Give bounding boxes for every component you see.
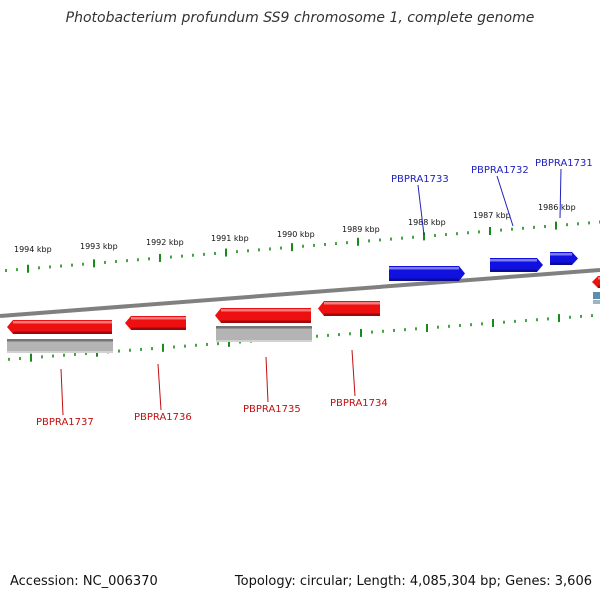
gene-label[interactable]: PBPRA1734	[330, 398, 388, 409]
gene-labels: PBPRA1731 PBPRA1732 PBPRA1733 PBPRA1734 PBPR…	[36, 158, 593, 428]
gene-leader-line	[157, 363, 162, 411]
gene-leader-line	[60, 368, 64, 416]
tick-labels: 1994 kbp 1993 kbp 1992 kbp 1991 kbp 1990 kbp…	[14, 203, 576, 254]
gene-label[interactable]: PBPRA1732	[471, 165, 529, 176]
map-title: Photobacterium profundum SS9 chromosome …	[65, 10, 535, 26]
gene-label[interactable]: PBPRA1733	[391, 174, 449, 185]
gene-label[interactable]: PBPRA1731	[535, 158, 593, 169]
accession-text: Accession: NC_006370	[10, 574, 158, 589]
gene-arrow-pbpra1736[interactable]	[125, 316, 186, 330]
gene-arrow-pbpra1731[interactable]	[550, 252, 578, 265]
tick-label: 1993 kbp	[80, 242, 118, 251]
gene-label[interactable]: PBPRA1735	[243, 404, 301, 415]
gene-features	[7, 252, 600, 353]
tick-label: 1992 kbp	[146, 238, 184, 247]
edge-feature-marker	[593, 292, 600, 304]
pseudogene-bar	[216, 326, 312, 342]
pseudogene-bar	[7, 339, 113, 353]
gene-label[interactable]: PBPRA1736	[134, 412, 192, 423]
tick-label: 1986 kbp	[538, 203, 576, 212]
gene-arrow-offscreen[interactable]	[592, 276, 600, 288]
gene-arrow-pbpra1737[interactable]	[7, 320, 112, 334]
gene-arrow-pbpra1732[interactable]	[490, 258, 543, 272]
gene-leader-line	[417, 184, 425, 236]
gene-leader-line	[265, 356, 269, 403]
tick-label: 1988 kbp	[408, 218, 446, 227]
gene-arrow-pbpra1733[interactable]	[389, 266, 465, 281]
genome-backbone	[0, 268, 600, 318]
outer-tick-track	[5, 220, 600, 273]
gene-leader-line	[496, 175, 514, 227]
gene-arrow-pbpra1735[interactable]	[215, 308, 311, 323]
gene-leader-line	[559, 168, 562, 219]
gene-arrow-pbpra1734[interactable]	[318, 301, 380, 316]
tick-label: 1994 kbp	[14, 245, 52, 254]
gene-label[interactable]: PBPRA1737	[36, 417, 94, 428]
tick-label: 1990 kbp	[277, 230, 315, 239]
gene-leader-line	[351, 349, 356, 397]
tick-label: 1991 kbp	[211, 234, 249, 243]
genome-summary-text: Topology: circular; Length: 4,085,304 bp…	[234, 574, 592, 589]
tick-label: 1987 kbp	[473, 211, 511, 220]
tick-label: 1989 kbp	[342, 225, 380, 234]
